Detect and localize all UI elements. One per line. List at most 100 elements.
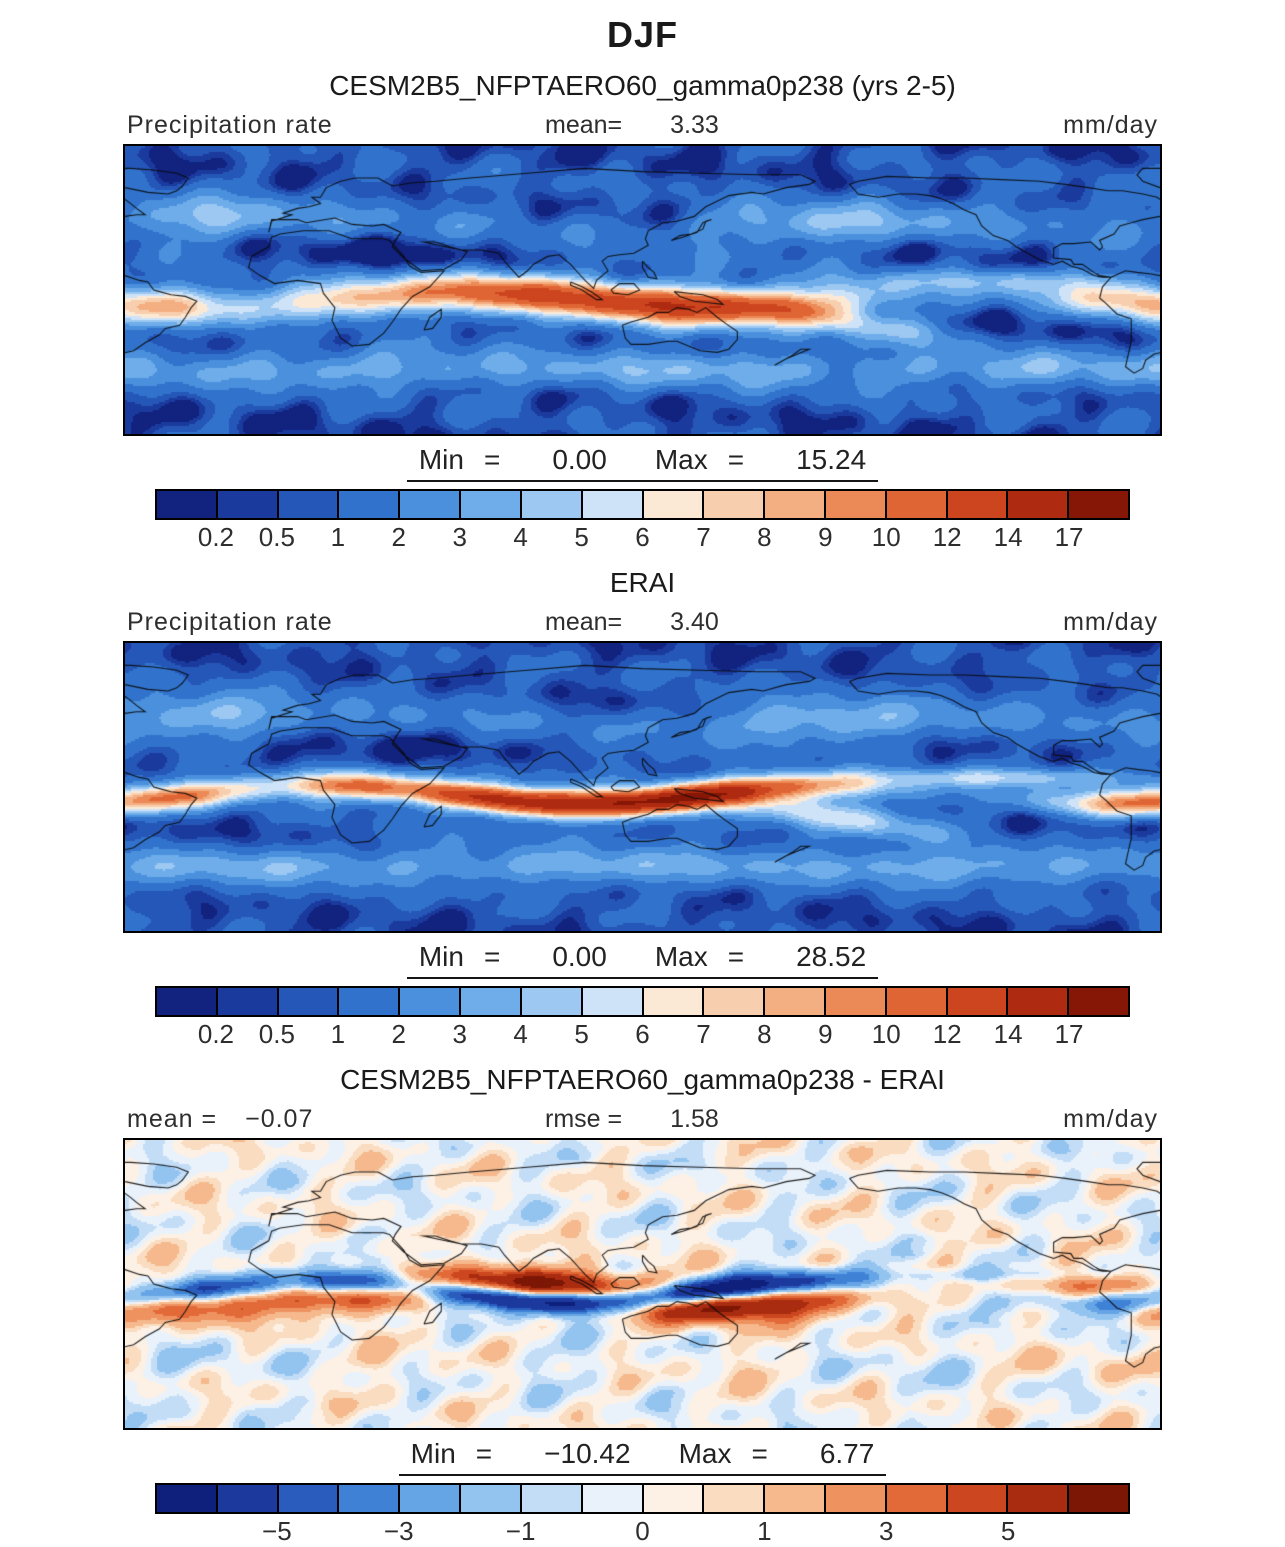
colorbar-segment [337, 1485, 399, 1512]
mean-stat: mean = −0.07 [127, 1105, 313, 1134]
colorbar-segment [157, 491, 216, 518]
colorbar-tick-label: 14 [993, 522, 1023, 552]
colorbar-segment [276, 1485, 338, 1512]
colorbar-ticks: −5 −3 −1 0 1 3 5 [155, 1514, 1130, 1547]
colorbar-segment [945, 1485, 1007, 1512]
colorbar-tick-label: 7 [696, 522, 711, 552]
colorbar-segment [823, 491, 885, 518]
rmse-label: rmse = [545, 1105, 623, 1133]
colorbar-tick-label: 2 [391, 522, 406, 552]
colorbar-segment [1067, 491, 1128, 518]
colorbar-segment [884, 988, 946, 1015]
colorbar-segment [276, 988, 338, 1015]
panel-erai: ERAI Precipitation rate mean= 3.40 mm/day… [0, 567, 1285, 1050]
colorbar-segment [1006, 1485, 1068, 1512]
colorbar-segment [519, 988, 581, 1015]
colorbar-segment [641, 988, 703, 1015]
panel-difference: CESM2B5_NFPTAERO60_gamma0p238 - ERAI mea… [0, 1064, 1285, 1547]
colorbar [155, 986, 1130, 1017]
minmax-line: Min = 0.00 Max = 28.52 [0, 941, 1285, 979]
colorbar-tick-label: 0.5 [258, 1019, 295, 1049]
colorbar-wrap: 0.2 0.5 1 2 3 4 5 6 7 8 9 10 12 14 17 [155, 986, 1130, 1050]
colorbar-wrap: −5 −3 −1 0 1 3 5 [155, 1483, 1130, 1547]
colorbar-segment [157, 988, 216, 1015]
mean-value: 3.33 [670, 111, 719, 139]
precip-map-model [123, 144, 1162, 436]
colorbar-segment [398, 491, 460, 518]
colorbar-segment [884, 1485, 946, 1512]
mean-value: −0.07 [245, 1105, 314, 1133]
mean-stat: mean= 3.40 [545, 608, 719, 637]
colorbar-tick-label: −3 [383, 1516, 414, 1546]
panel-difference-header: mean = −0.07 rmse = 1.58 mm/day [125, 1104, 1160, 1136]
panel-model: CESM2B5_NFPTAERO60_gamma0p238 (yrs 2-5) … [0, 70, 1285, 553]
minmax-text: Min = −10.42 Max = 6.77 [398, 1438, 887, 1476]
colorbar-tick-label: 12 [932, 1019, 962, 1049]
colorbar-tick-label: 1 [330, 1019, 346, 1049]
colorbar-segment [215, 1485, 277, 1512]
max-label: Max [654, 444, 708, 475]
colorbar-tick-label: 0.5 [258, 522, 295, 552]
colorbar-tick-label: 2 [391, 1019, 406, 1049]
panel-model-header: Precipitation rate mean= 3.33 mm/day [125, 110, 1160, 142]
min-value: 0.00 [552, 941, 607, 972]
colorbar-tick-label: 6 [635, 522, 650, 552]
mean-label: mean= [545, 111, 623, 139]
colorbar-segment [641, 491, 703, 518]
min-label: Min [418, 444, 464, 475]
panel-erai-header: Precipitation rate mean= 3.40 mm/day [125, 607, 1160, 639]
colorbar-segment [398, 1485, 460, 1512]
colorbar-segment [763, 988, 824, 1015]
colorbar-segment [702, 988, 764, 1015]
equals-sign: = [475, 1438, 493, 1469]
colorbar-segment [519, 491, 581, 518]
colorbar-tick-label: 12 [932, 522, 962, 552]
figure-title: DJF [606, 14, 678, 55]
precip-diff-map [123, 1138, 1162, 1430]
colorbar-tick-label: 10 [871, 1019, 901, 1049]
colorbar-tick-label: 0.2 [197, 1019, 235, 1049]
equals-sign: = [727, 444, 745, 475]
field-label: Precipitation rate [127, 608, 361, 637]
colorbar-segment [641, 1485, 703, 1512]
equals-sign: = [727, 941, 745, 972]
mean-stat: mean= 3.33 [545, 111, 719, 140]
panel-model-title: CESM2B5_NFPTAERO60_gamma0p238 (yrs 2-5) [329, 70, 956, 101]
colorbar-tick-label: 3 [452, 522, 467, 552]
colorbar-tick-label: −5 [262, 1516, 292, 1546]
mean-label: mean= [545, 608, 623, 636]
colorbar-ticks: 0.2 0.5 1 2 3 4 5 6 7 8 9 10 12 14 17 [155, 520, 1130, 553]
colorbar-tick-label: 14 [993, 1019, 1023, 1049]
colorbar-segment [1006, 491, 1068, 518]
colorbar-segment [823, 988, 885, 1015]
colorbar-tick-label: 9 [818, 1019, 833, 1049]
precip-map-erai [123, 641, 1162, 933]
colorbar [155, 1483, 1130, 1514]
equals-sign: = [751, 1438, 768, 1469]
colorbar-segment [1067, 1485, 1128, 1512]
equals-sign: = [483, 444, 501, 475]
field-label-text: Precipitation rate [127, 111, 333, 139]
colorbar-segment [945, 491, 1007, 518]
colorbar-tick-label: −1 [505, 1516, 536, 1546]
colorbar-tick-label: 3 [452, 1019, 467, 1049]
colorbar-tick-label: 17 [1054, 522, 1084, 552]
colorbar-segment [1006, 988, 1068, 1015]
colorbar-segment [702, 491, 764, 518]
colorbar-segment [459, 988, 520, 1015]
min-value: 0.00 [552, 444, 607, 475]
colorbar-segment [215, 988, 277, 1015]
minmax-line: Min = −10.42 Max = 6.77 [0, 1438, 1285, 1476]
colorbar-tick-label: 0.2 [197, 522, 235, 552]
min-label: Min [418, 941, 464, 972]
colorbar-segment [580, 1485, 642, 1512]
minmax-line: Min = 0.00 Max = 15.24 [0, 444, 1285, 482]
mean-label: mean = [127, 1105, 218, 1133]
colorbar-segment [215, 491, 277, 518]
colorbar-segment [702, 1485, 764, 1512]
colorbar-tick-label: 4 [513, 1019, 528, 1049]
colorbar-segment [1067, 988, 1128, 1015]
colorbar-tick-label: 9 [818, 522, 833, 552]
max-value: 15.24 [796, 444, 867, 475]
